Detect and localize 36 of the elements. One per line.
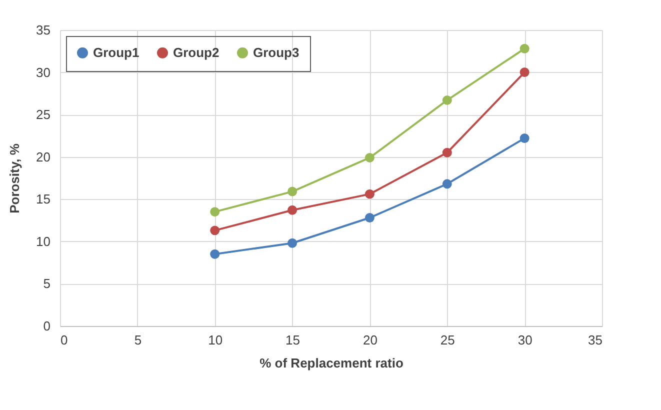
point (210, 226, 220, 236)
x-tick-label: 25 (440, 332, 455, 348)
x-tick-label: 20 (362, 332, 378, 348)
point (520, 44, 530, 54)
point (364, 189, 374, 199)
point (442, 179, 452, 189)
x-tick-label: 15 (286, 332, 300, 348)
point (442, 148, 452, 158)
point (364, 152, 374, 162)
y-tick-label: 20 (36, 149, 50, 164)
x-tick-label: 10 (208, 332, 223, 348)
y-tick-label: 25 (36, 107, 50, 122)
point (288, 238, 298, 248)
y-tick-label: 15 (36, 192, 50, 207)
x-tick-label: 30 (518, 332, 532, 348)
y-tick-label: 5 (43, 276, 50, 292)
y-tick-label: 35 (36, 22, 50, 38)
x-tick-label: 35 (588, 332, 602, 348)
point (520, 134, 530, 143)
x-tick-label: 0 (60, 332, 68, 348)
point (288, 186, 298, 196)
point (288, 205, 298, 215)
x-axis-title: % of Replacement ratio (260, 356, 404, 370)
y-axis-title: Porosity, % (7, 143, 22, 214)
y-tick-label: 10 (36, 234, 50, 249)
x-tick-label: 5 (134, 332, 142, 348)
legend-label: Group2 (173, 44, 220, 60)
point (442, 95, 452, 105)
point (210, 207, 220, 217)
point (364, 213, 374, 222)
point (520, 68, 530, 78)
legend-label: Group3 (253, 44, 300, 60)
y-tick-label: 30 (36, 64, 50, 80)
point (210, 249, 220, 259)
y-tick-label: 0 (43, 318, 50, 334)
legend-label: Group1 (93, 44, 140, 60)
